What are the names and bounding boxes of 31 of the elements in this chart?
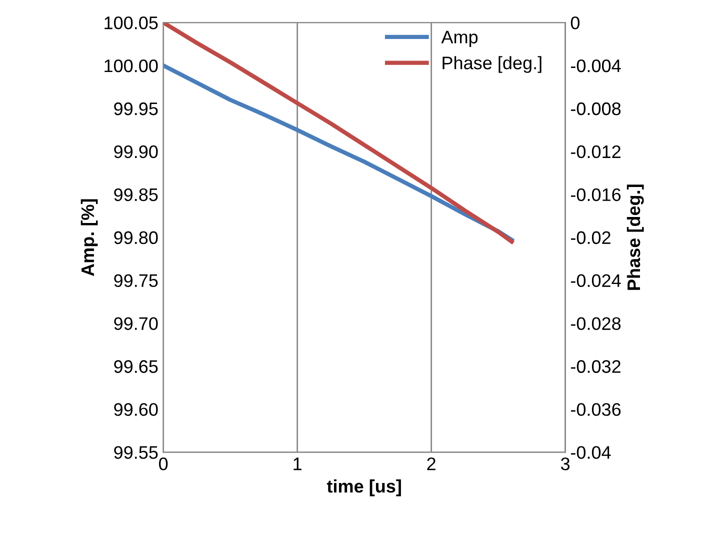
y-tick-label: 99.90	[114, 145, 158, 158]
y2-tick-label: -0.028	[570, 317, 621, 330]
y2-tick-label: -0.032	[570, 360, 620, 373]
y2-axis-title: Phase [deg.]	[626, 184, 644, 290]
y-tick-label: 100.05	[104, 16, 158, 30]
x-tick-label: 3	[560, 457, 570, 470]
y-tick-label: 99.80	[114, 231, 158, 244]
x-tick-label: 1	[294, 458, 302, 470]
y-tick-label: 99.65	[114, 360, 158, 373]
y-tick-label: 99.55	[114, 446, 158, 459]
y-axis-title: Amp. [%]	[80, 199, 98, 276]
y2-tick-label: -0.004	[570, 59, 621, 72]
y-tick-label: 100.00	[104, 59, 158, 72]
y-tick-label: 99.95	[114, 102, 158, 116]
y-tick-label: 99.70	[114, 317, 158, 330]
y2-tick-label: -0.008	[570, 102, 621, 116]
y-tick-label: 99.75	[114, 274, 158, 288]
y2-tick-label: -0.012	[570, 145, 620, 158]
x-tick-label: 0	[159, 457, 168, 470]
legend-label: Amp	[441, 30, 478, 48]
x-tick-label: 2	[427, 457, 436, 470]
y2-tick-label: -0.036	[570, 403, 621, 416]
y-tick-label: 99.85	[114, 188, 158, 202]
x-axis-title: time [us]	[326, 479, 401, 496]
y2-tick-label: -0.016	[570, 188, 621, 202]
legend-label: Phase [deg.]	[442, 56, 542, 73]
y2-tick-label: -0.02	[570, 231, 610, 244]
y2-tick-label: 0	[570, 16, 580, 30]
y2-tick-label: -0.04	[570, 446, 611, 459]
y-tick-label: 99.60	[114, 403, 158, 416]
y2-tick-label: -0.024	[570, 274, 621, 288]
